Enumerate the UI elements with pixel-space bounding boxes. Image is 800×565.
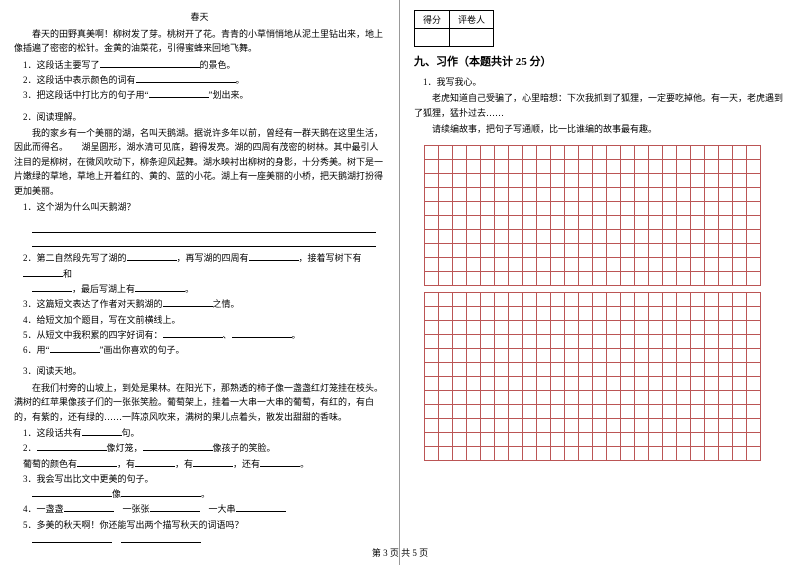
q1-2: 2．这段话中表示颜色的词有 。 <box>23 73 385 88</box>
t: 。 <box>201 489 210 499</box>
t: 一张张 <box>114 504 150 514</box>
sec3-q3: 3．我会写出比文中更美的句子。 <box>23 472 385 487</box>
q1-1: 1．这段话主要写了 的景色。 <box>23 58 385 73</box>
blank <box>143 441 213 451</box>
blank <box>135 457 175 467</box>
blank <box>82 426 122 436</box>
blank <box>163 328 223 338</box>
t: 5．从短文中我积累的四字好词有： <box>23 330 163 340</box>
t: ，有 <box>117 459 135 469</box>
blank <box>64 502 114 512</box>
t: 像灯笼， <box>107 443 143 453</box>
t: 一大串 <box>200 504 236 514</box>
answer-line <box>32 219 376 233</box>
blank <box>135 282 185 292</box>
blank <box>37 441 107 451</box>
q1-2a: 2．这段话中表示颜色的词有 <box>23 75 136 85</box>
sec2-q4: 4．给短文加个题目，写在文前横线上。 <box>23 313 385 328</box>
answer-line <box>32 233 376 247</box>
t: 像孩子的笑脸。 <box>213 443 276 453</box>
blank <box>150 502 200 512</box>
blank <box>32 487 112 497</box>
t: ，接着写树下有 <box>299 253 362 263</box>
score-h1: 得分 <box>415 11 450 29</box>
sec2-q2-line2: ，最后写湖上有 。 <box>32 282 385 297</box>
blank <box>127 251 177 261</box>
t: ，最后写湖上有 <box>72 284 135 294</box>
t: 2．第二自然段先写了湖的 <box>23 253 127 263</box>
blank <box>260 457 300 467</box>
section-title: 九、习作（本题共计 25 分） <box>414 53 786 69</box>
t: 句。 <box>122 428 140 438</box>
q1-1b: 的景色。 <box>200 60 236 70</box>
sec2-q5: 5．从短文中我积累的四字好词有： 、 。 <box>23 328 385 343</box>
t: 像 <box>112 489 121 499</box>
blank <box>136 73 236 83</box>
t: 。 <box>292 330 301 340</box>
blank <box>236 502 286 512</box>
blank <box>121 533 201 543</box>
r-instr: 请续编故事，把句子写通顺，比一比谁编的故事最有趣。 <box>414 122 786 136</box>
t: ，有 <box>175 459 193 469</box>
writing-grid-container <box>424 145 786 461</box>
q1-2b: 。 <box>236 75 245 85</box>
sec3-q2: 2． 像灯笼， 像孩子的笑脸。 <box>23 441 385 456</box>
sec2-q2: 2．第二自然段先写了湖的 ，再写湖的四周有 ，接着写树下有和 <box>23 251 385 282</box>
r-story: 老虎知道自己受骗了，心里暗想：下次我抓到了狐狸，一定要吃掉他。有一天，老虎遇到了… <box>414 91 786 120</box>
sec2-q1: 1．这个湖为什么叫天鹅湖？ <box>23 200 385 215</box>
q1-3a: 3．把这段话中打比方的句子用“ <box>23 90 149 100</box>
t: ，再写湖的四周有 <box>177 253 249 263</box>
t: 。 <box>185 284 194 294</box>
blank <box>121 487 201 497</box>
q1-3: 3．把这段话中打比方的句子用“ ”划出来。 <box>23 88 385 103</box>
page-footer: 第 3 页 共 5 页 <box>0 546 800 559</box>
blank <box>100 58 200 68</box>
t: 、 <box>223 330 232 340</box>
sec3-q3-line: 像。 <box>32 487 385 502</box>
poem-text: 春天的田野真美啊！柳树发了芽。桃树开了花。青青的小草悄悄地从泥土里钻出来，地上像… <box>14 27 385 56</box>
sec3-title: 3．阅读天地。 <box>14 364 385 378</box>
r-q1: 1．我写我心。 <box>414 75 786 89</box>
blank <box>77 457 117 467</box>
poem-title: 春天 <box>14 10 385 23</box>
sec3-q5: 5．多美的秋天啊！你还能写出两个描写秋天的词语吗？ <box>23 518 385 533</box>
t: 4．一盏盏 <box>23 504 64 514</box>
score-cell <box>415 29 450 47</box>
t: 6．用“ <box>23 345 50 355</box>
score-table: 得分 评卷人 <box>414 10 494 47</box>
t: 3．这篇短文表达了作者对天鹅湖的 <box>23 299 163 309</box>
t: 之情。 <box>213 299 240 309</box>
t: 葡萄的颜色有 <box>23 459 77 469</box>
sec2-text: 我的家乡有一个美丽的湖，名叫天鹅湖。据说许多年以前，曾经有一群天鹅在这里生活，因… <box>14 126 385 198</box>
writing-grid-b <box>424 292 761 461</box>
q1-3b: ”划出来。 <box>209 90 249 100</box>
blank <box>149 88 209 98</box>
sec3-q1: 1．这段话共有 句。 <box>23 426 385 441</box>
t: 。 <box>300 459 309 469</box>
t: 2． <box>23 443 37 453</box>
blank <box>32 533 112 543</box>
blank <box>50 343 100 353</box>
blank <box>163 297 213 307</box>
q1-1a: 1．这段话主要写了 <box>23 60 100 70</box>
blank <box>232 328 292 338</box>
t: ，还有 <box>233 459 260 469</box>
t: ”画出你喜欢的句子。 <box>100 345 185 355</box>
t: 和 <box>63 269 72 279</box>
blank <box>23 267 63 277</box>
sec3-q4: 4．一盏盏 一张张 一大串 <box>23 502 385 517</box>
t: 1．这段话共有 <box>23 428 82 438</box>
sec3-text: 在我们村旁的山坡上，到处是果林。在阳光下，那熟透的柿子像一盏盏红灯笼挂在枝头。满… <box>14 381 385 424</box>
sec2-title: 2．阅读理解。 <box>14 110 385 124</box>
blank <box>32 282 72 292</box>
sec2-q3: 3．这篇短文表达了作者对天鹅湖的 之情。 <box>23 297 385 312</box>
writing-grid-a <box>424 145 761 286</box>
sec2-q6: 6．用“ ”画出你喜欢的句子。 <box>23 343 385 358</box>
sec3-q2b: 葡萄的颜色有 ，有 ，有 ，还有 。 <box>23 457 385 472</box>
blank <box>249 251 299 261</box>
score-cell <box>450 29 494 47</box>
score-h2: 评卷人 <box>450 11 494 29</box>
blank <box>193 457 233 467</box>
